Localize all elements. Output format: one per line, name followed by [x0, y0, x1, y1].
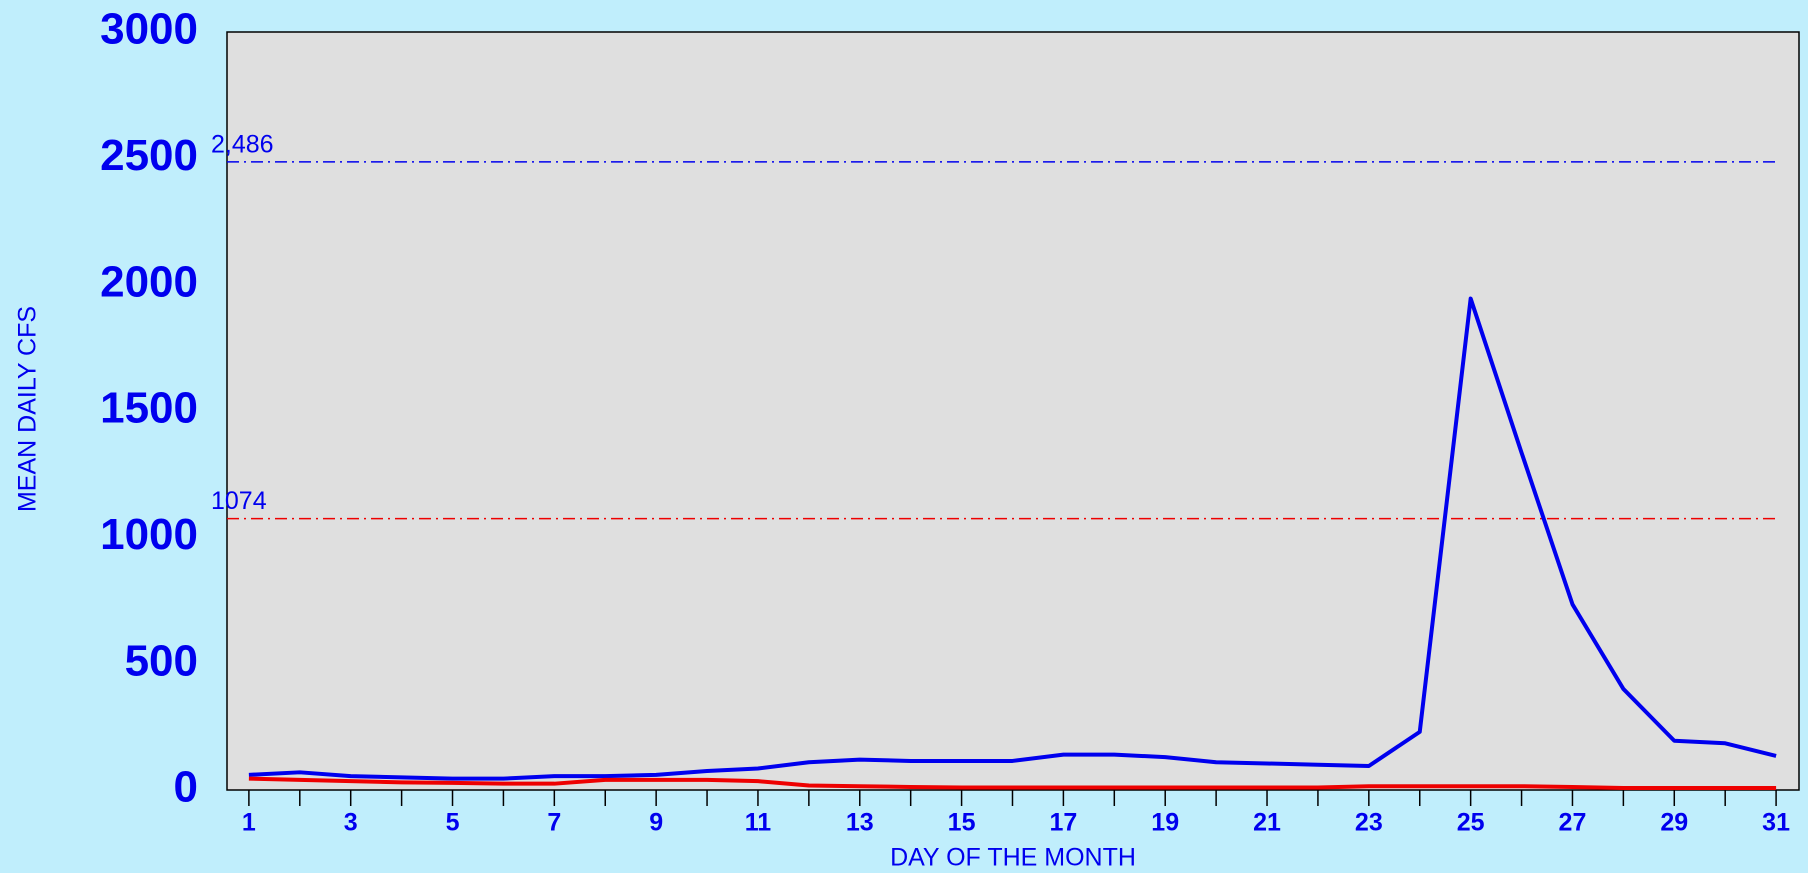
- x-tick-label: 21: [1253, 809, 1281, 837]
- x-axis-title: DAY OF THE MONTH: [890, 844, 1136, 872]
- reference-label: 2,486: [211, 130, 274, 158]
- reference-label: 1074: [211, 487, 267, 515]
- x-tick-label: 13: [846, 809, 874, 837]
- y-tick-label: 3000: [100, 5, 198, 54]
- y-tick-label: 2500: [100, 131, 198, 180]
- y-tick-label: 500: [125, 636, 198, 685]
- x-tick-label: 31: [1762, 809, 1790, 837]
- x-tick-label: 3: [344, 809, 358, 837]
- x-tick-label: 27: [1559, 809, 1587, 837]
- x-tick-label: 29: [1660, 809, 1688, 837]
- y-tick-label: 2000: [100, 257, 198, 306]
- x-tick-label: 25: [1457, 809, 1485, 837]
- y-tick-label: 1000: [100, 510, 198, 559]
- plot-area: [226, 31, 1800, 791]
- x-tick-label: 1: [242, 809, 256, 837]
- x-tick-label: 7: [547, 809, 561, 837]
- x-tick-label: 11: [745, 809, 772, 837]
- x-tick-label: 19: [1151, 809, 1179, 837]
- y-axis-title: MEAN DAILY CFS: [14, 306, 42, 512]
- x-tick-label: 5: [446, 809, 460, 837]
- x-tick-label: 23: [1355, 809, 1383, 837]
- x-tick-label: 9: [649, 809, 663, 837]
- y-tick-label: 0: [174, 763, 198, 812]
- series-line: [248, 296, 1777, 781]
- x-tick-label: 17: [1049, 809, 1077, 837]
- x-tick-label: 15: [948, 809, 976, 837]
- y-tick-label: 1500: [100, 384, 198, 433]
- series-line: [248, 776, 1777, 790]
